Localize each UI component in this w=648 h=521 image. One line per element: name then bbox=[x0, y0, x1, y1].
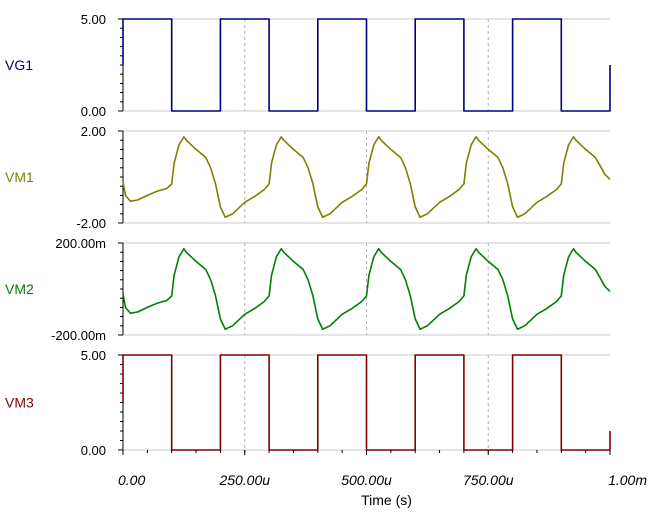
series-label-vm2: VM2 bbox=[5, 281, 34, 297]
y-tick-label: 2.00 bbox=[81, 124, 106, 139]
x-tick-label: 750.00u bbox=[463, 472, 514, 488]
panel-vm3: 5.00 0.00 VM3 bbox=[5, 348, 611, 458]
x-tick-label: 250.00u bbox=[218, 472, 270, 488]
y-tick-label: 5.00 bbox=[81, 12, 106, 27]
series-label-vm1: VM1 bbox=[5, 169, 34, 185]
y-tick-label: -2.00 bbox=[76, 216, 106, 231]
panel-vg1: 5.00 0.00 VG1 bbox=[5, 12, 611, 119]
panel-vm1: 2.00 -2.00 VM1 bbox=[5, 124, 611, 231]
y-tick-label: 0.00 bbox=[81, 443, 106, 458]
series-line-vm3 bbox=[122, 354, 611, 451]
x-tick-label: 1.00m bbox=[608, 472, 647, 488]
series-label-vm3: VM3 bbox=[5, 395, 34, 411]
x-tick-label: 500.00u bbox=[341, 472, 392, 488]
series-line-vm2 bbox=[122, 247, 611, 331]
series-label-vg1: VG1 bbox=[5, 57, 33, 73]
x-axis-label: Time (s) bbox=[361, 492, 412, 508]
panel-vm2: 200.00m -200.00m VM2 bbox=[5, 236, 611, 343]
y-tick-label: 200.00m bbox=[55, 236, 106, 251]
y-tick-label: 0.00 bbox=[81, 104, 106, 119]
x-axis: 0.00 250.00u 500.00u 750.00u 1.00m Time (s) bbox=[118, 450, 647, 508]
y-tick-label: 5.00 bbox=[81, 348, 106, 363]
series-line-vg1 bbox=[122, 18, 611, 112]
y-tick-label: -200.00m bbox=[51, 328, 106, 343]
x-tick-label: 0.00 bbox=[118, 472, 145, 488]
series-line-vm1 bbox=[122, 135, 611, 219]
